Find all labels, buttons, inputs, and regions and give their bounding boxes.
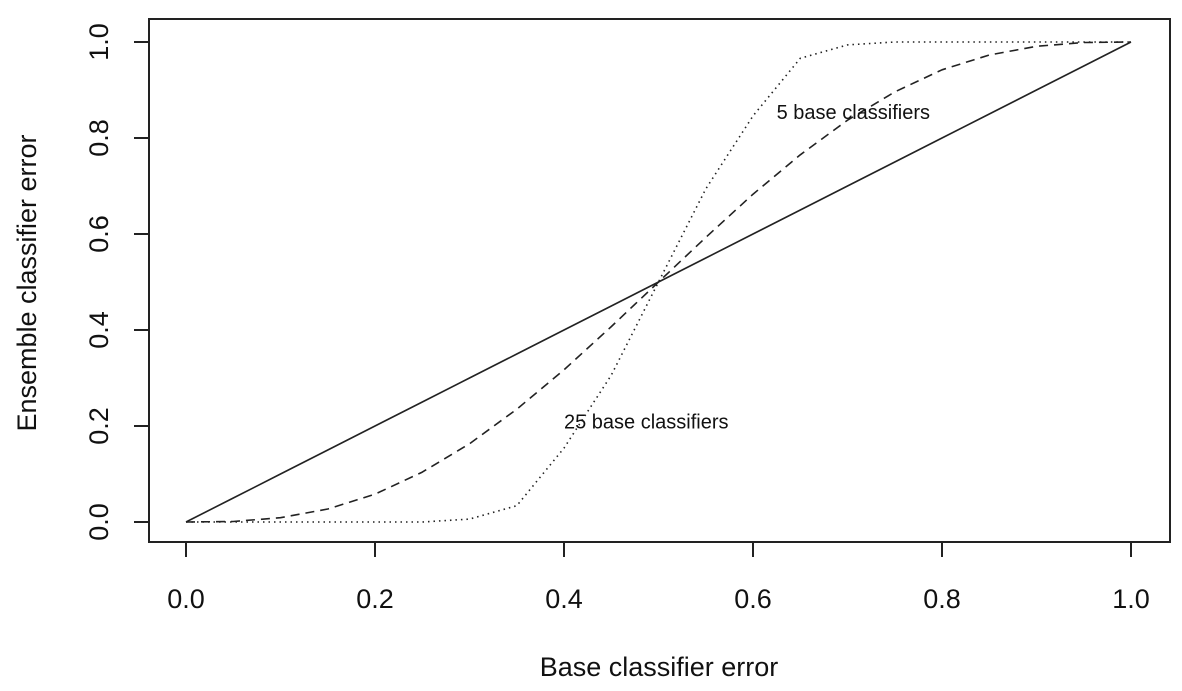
y-tick-label: 0.4: [84, 311, 114, 349]
y-tick-label: 0.0: [84, 503, 114, 541]
annotation-label: 25 base classifiers: [564, 411, 729, 433]
x-tick-label: 0.2: [356, 584, 394, 614]
annotation-layer: 5 base classifiers 25 base classifiers: [564, 102, 930, 434]
x-tick-label: 0.0: [167, 584, 205, 614]
y-tick-label: 0.6: [84, 215, 114, 253]
x-tick-label: 0.6: [734, 584, 772, 614]
y-tick-label: 1.0: [84, 23, 114, 61]
x-tick-label: 1.0: [1112, 584, 1150, 614]
y-tick-label: 0.8: [84, 119, 114, 157]
series-line-dotted: [186, 41, 1131, 523]
x-axis: 0.0 0.2 0.4 0.6 0.8 1.0: [167, 541, 1150, 614]
y-tick-label: 0.2: [84, 407, 114, 445]
x-axis-title: Base classifier error: [540, 652, 779, 682]
x-tick-label: 0.4: [545, 584, 583, 614]
x-tick-label: 0.8: [923, 584, 961, 614]
annotation-label: 5 base classifiers: [777, 102, 930, 124]
y-axis: 0.0 0.2 0.4 0.6 0.8 1.0: [84, 23, 150, 541]
y-axis-title: Ensemble classifier error: [12, 134, 42, 431]
series-line-dashed: [185, 41, 1132, 523]
series-layer: [185, 41, 1132, 523]
